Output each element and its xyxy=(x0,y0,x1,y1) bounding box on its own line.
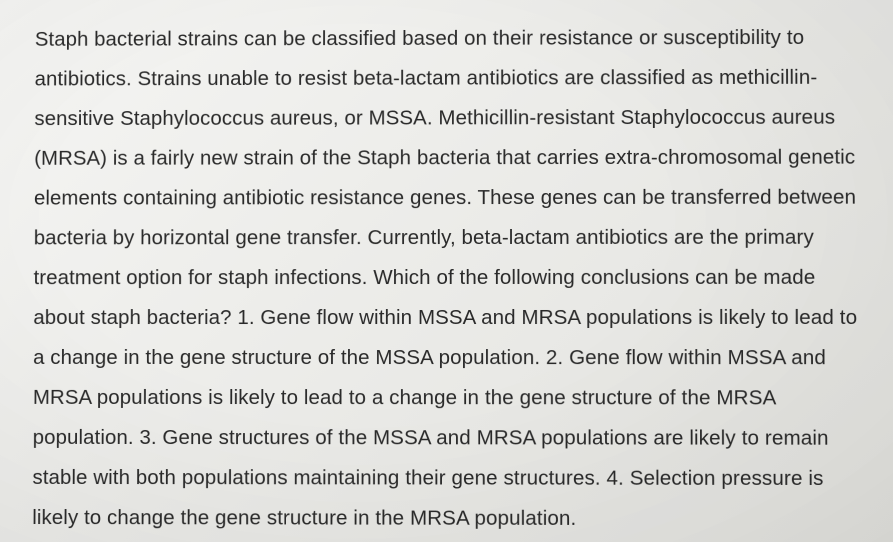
document-page: Staph bacterial strains can be classifie… xyxy=(32,18,868,539)
question-paragraph: Staph bacterial strains can be classifie… xyxy=(32,18,868,539)
